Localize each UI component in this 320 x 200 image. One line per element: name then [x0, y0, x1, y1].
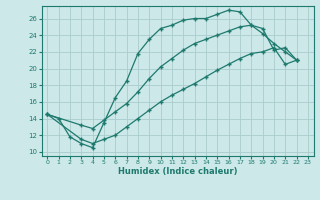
X-axis label: Humidex (Indice chaleur): Humidex (Indice chaleur): [118, 167, 237, 176]
